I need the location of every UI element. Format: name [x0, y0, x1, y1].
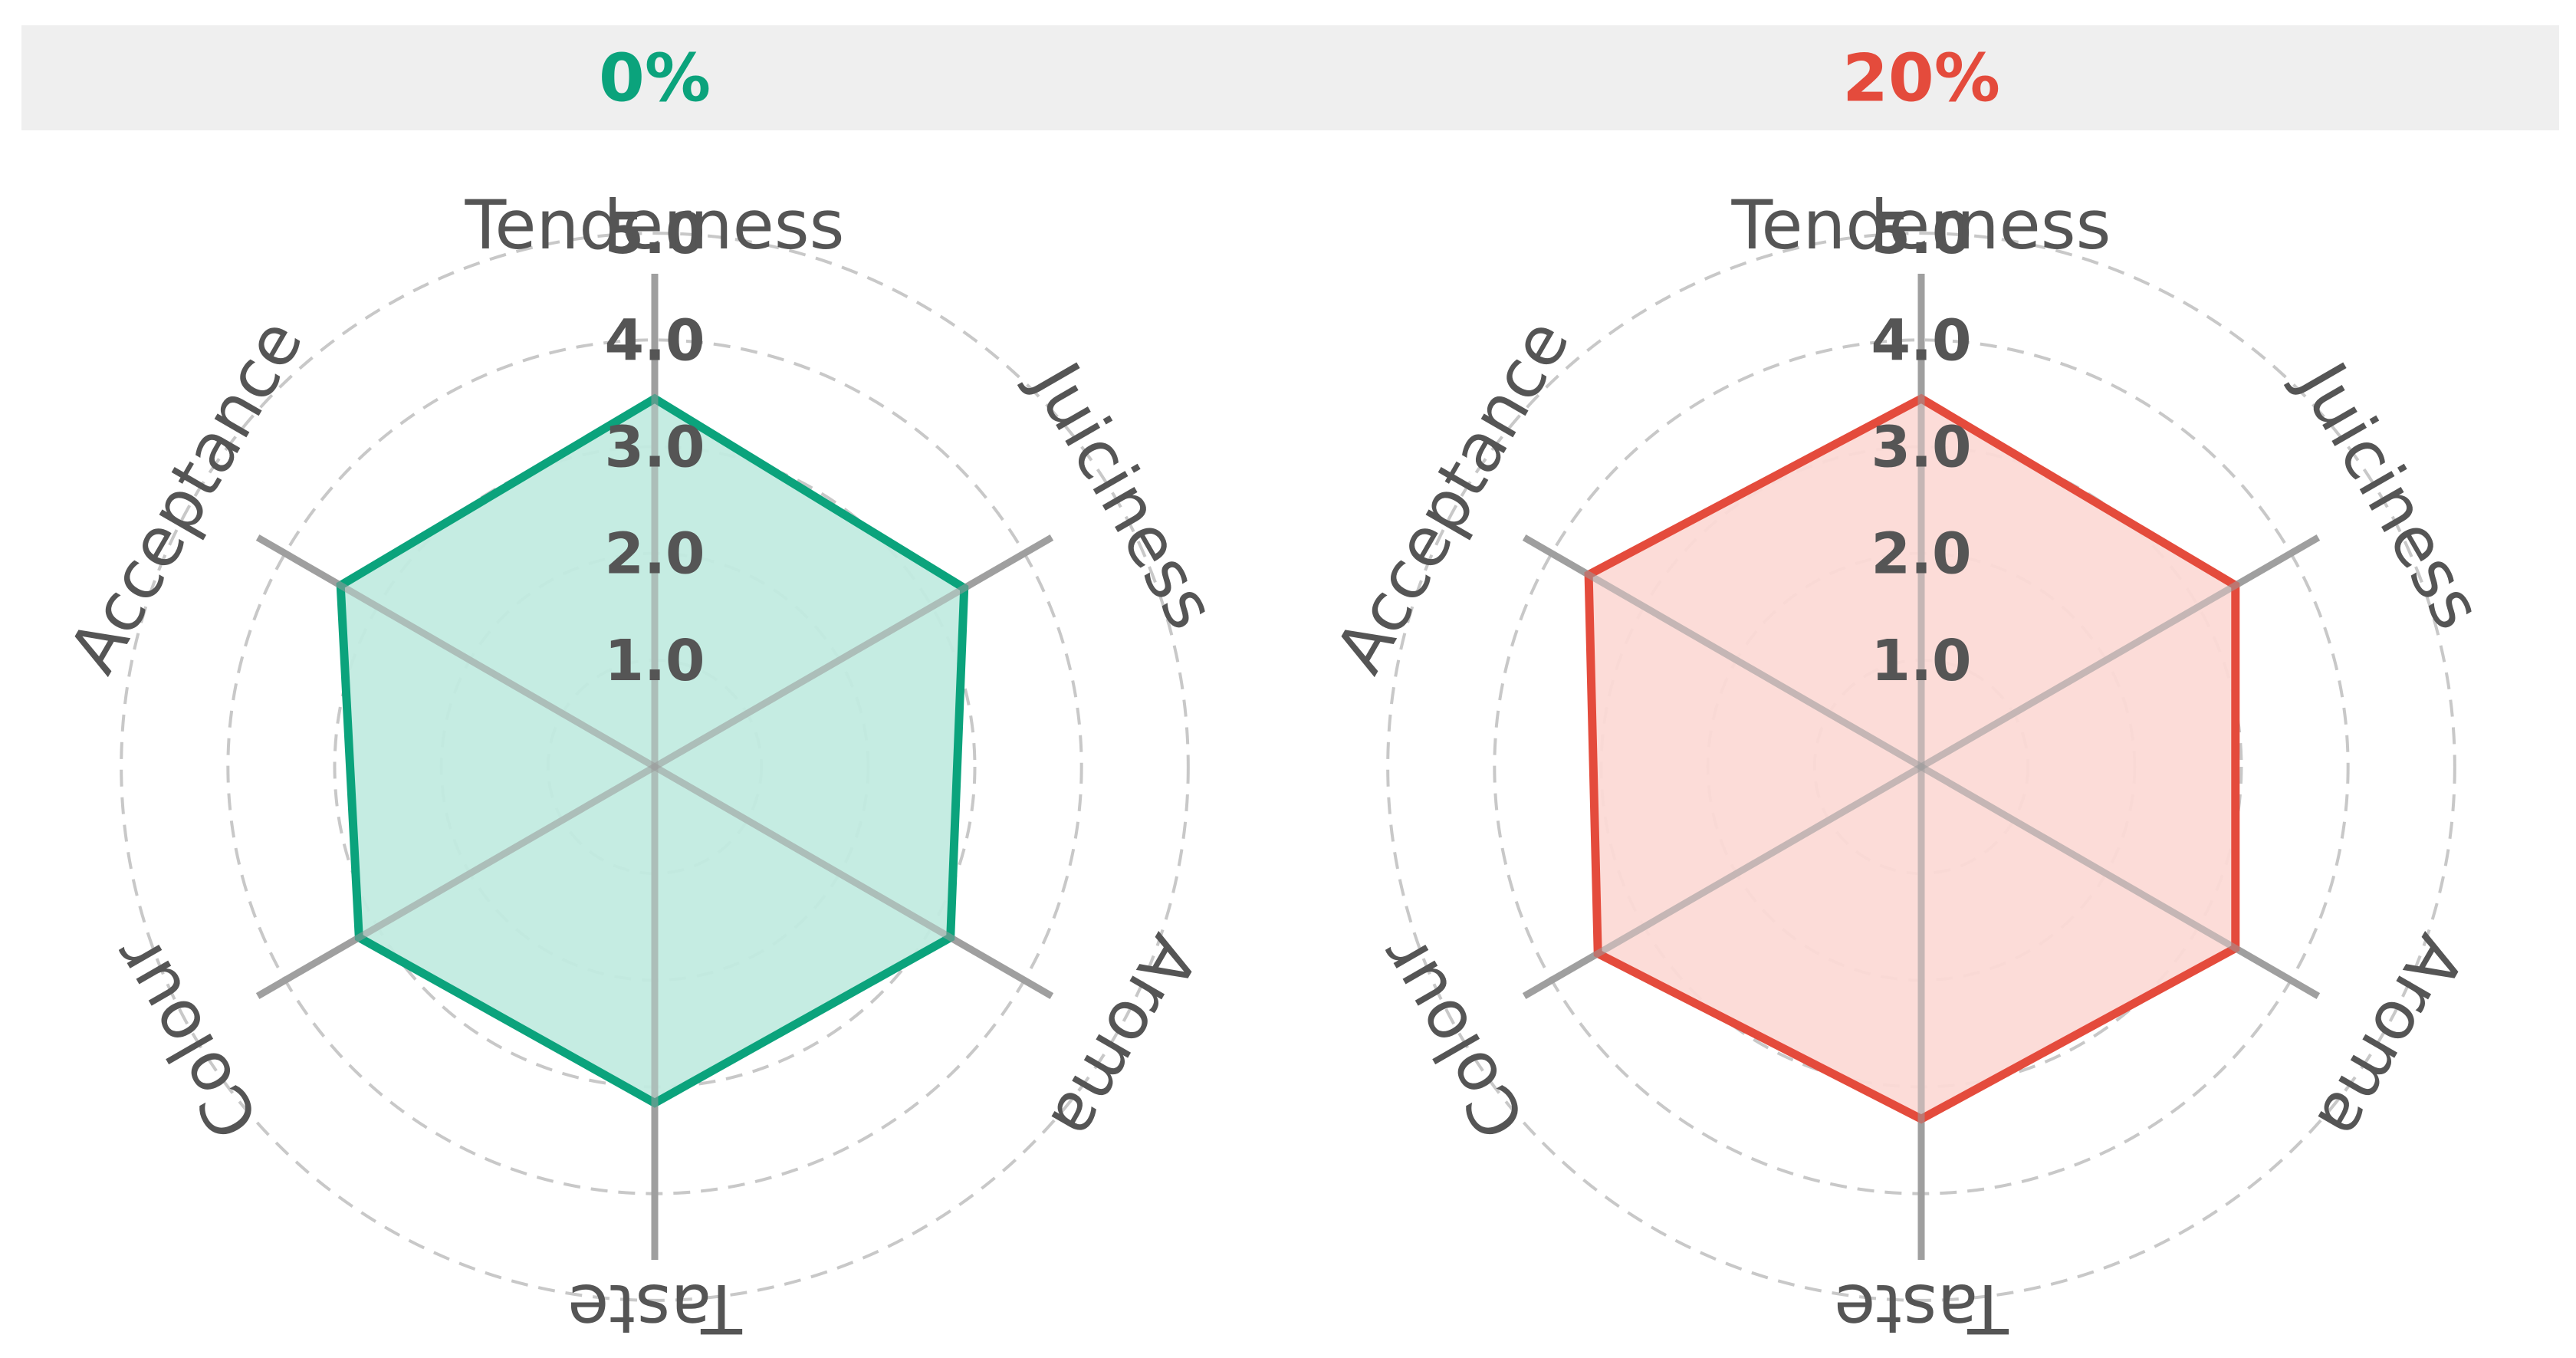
category-label-colour: Colour	[97, 922, 274, 1152]
tick-label: 4.0	[1871, 307, 1971, 373]
tick-label: 2.0	[604, 521, 705, 587]
category-label-tenderness: Tenderness	[465, 186, 845, 265]
tick-label: 3.0	[1871, 415, 1971, 481]
grid-ring	[1386, 232, 2456, 1302]
axis-spoke-overlay	[652, 534, 1054, 770]
tick-label: 1.0	[1871, 628, 1971, 694]
category-label-taste: Taste	[1834, 1269, 2009, 1348]
tick-label: 3.0	[604, 415, 705, 481]
panel-title: 0%	[599, 41, 711, 117]
axis-spoke-overlay	[1919, 764, 2321, 999]
panel-title: 20%	[1842, 41, 2000, 117]
axis-spoke-overlay	[255, 534, 657, 770]
axis-spoke-overlay	[652, 764, 1054, 999]
axis-spoke-overlay	[1919, 534, 2321, 770]
axis-spoke-overlay	[255, 764, 657, 999]
category-label-juiciness: Juiciness	[2282, 347, 2498, 642]
tick-label: 5.0	[1871, 201, 1971, 267]
category-label-acceptance: Acceptance	[53, 306, 317, 686]
axis-spoke-overlay	[1522, 534, 1924, 770]
category-label-juiciness: Juiciness	[1015, 347, 1231, 642]
tick-label: 1.0	[604, 628, 705, 694]
category-label-taste: Taste	[567, 1269, 743, 1348]
axis-spoke-overlay	[1522, 764, 1924, 999]
tick-label: 5.0	[604, 201, 705, 267]
category-label-aroma: Aroma	[2301, 922, 2479, 1153]
category-label-tenderness: Tenderness	[1731, 186, 2111, 265]
category-label-aroma: Aroma	[1034, 922, 1213, 1153]
category-label-colour: Colour	[1363, 922, 1541, 1152]
header-band	[21, 25, 2559, 130]
category-label-acceptance: Acceptance	[1319, 306, 1584, 686]
grid-ring	[120, 232, 1190, 1302]
tick-label: 4.0	[604, 307, 705, 373]
tick-label: 2.0	[1871, 521, 1971, 587]
